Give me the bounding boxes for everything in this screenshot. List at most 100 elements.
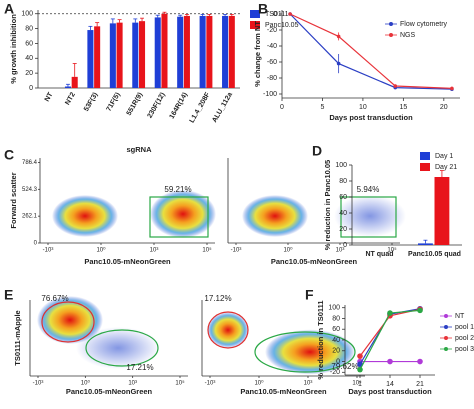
x-tick-label: 10⁰ (254, 380, 264, 387)
legend-label: Day 21 (435, 164, 457, 171)
x-tick-label: Panc10.05 quad (408, 251, 461, 258)
y-tick-label: 20 (25, 70, 33, 77)
bar (139, 21, 146, 89)
y-tick-label: 60 (332, 326, 340, 333)
x-tick-label: 10³ (128, 381, 137, 387)
y-tick-label: 786.4 (22, 160, 38, 166)
x-tick-label: 10⁵ (387, 247, 397, 254)
point (417, 358, 423, 365)
x-tick-label: -10³ (205, 381, 216, 387)
y-tick-label: 100 (328, 305, 340, 312)
y-axis-label: % reduction in TS0111 (316, 300, 325, 379)
gate-label: 17.21% (126, 363, 153, 372)
y-tick-label: 40 (339, 210, 347, 217)
panel-letter: F (305, 287, 314, 303)
y-tick-label: 80 (339, 178, 347, 185)
x-tick-label: L1.4_208F (189, 91, 212, 124)
density-cloud (76, 327, 160, 369)
y-axis-label: Forward scatter (9, 172, 18, 228)
legend-label: pool 2 (455, 335, 474, 342)
x-tick-label: 10⁵ (352, 380, 362, 387)
x-tick-label: 5 (321, 104, 325, 111)
x-tick-label: -10³ (43, 248, 54, 254)
x-tick-label: 10³ (336, 248, 345, 254)
bar (183, 15, 190, 89)
y-tick-label: 20 (332, 348, 340, 355)
x-tick-label: -10³ (33, 381, 44, 387)
y-tick-label: -20 (330, 369, 340, 376)
bar (222, 15, 229, 89)
x-axis-label: Panc10.05-mNeonGreen (84, 257, 171, 266)
bar (64, 86, 71, 88)
legend-swatch (420, 163, 430, 171)
point (393, 84, 398, 88)
point (288, 12, 292, 16)
legend-marker (444, 314, 448, 318)
legend-label: pool 3 (455, 346, 474, 353)
y-tick-label: 100 (21, 11, 33, 18)
x-tick-label: 1 (358, 381, 362, 388)
legend-label: TS0111 (265, 11, 289, 18)
x-tick-label: NT (44, 91, 55, 103)
legend-marker (444, 347, 448, 351)
bar (87, 30, 94, 88)
panel-letter: B (258, 1, 268, 17)
y-axis-label: TS0111-mApple (13, 310, 22, 365)
gate (41, 301, 95, 343)
point (417, 307, 423, 314)
x-tick-label: 164R(14) (169, 91, 190, 120)
x-tick-label: 10³ (304, 381, 313, 387)
y-tick-label: 60 (339, 194, 347, 201)
x-tick-label: 10³ (150, 248, 159, 254)
point (357, 361, 363, 368)
bar (434, 177, 450, 245)
panel-letter: D (312, 143, 322, 159)
gate-label: 76.67% (41, 294, 68, 303)
y-tick-label: 80 (25, 25, 33, 32)
bar (161, 13, 168, 88)
x-axis-label: Days post transduction (329, 113, 413, 122)
density-cloud (242, 195, 308, 237)
point (336, 34, 341, 39)
y-axis-label: % reduction in Panc10.05 (323, 160, 332, 250)
y-tick-label: -80 (267, 75, 277, 82)
x-axis-label: Panc10.05-mNeonGreen (66, 387, 153, 396)
y-tick-label: 100 (335, 162, 347, 169)
y-tick-label: 40 (332, 337, 340, 344)
x-axis-label: sgRNA (126, 145, 152, 154)
legend-marker (389, 22, 393, 26)
x-tick-label: ALU_112a (211, 91, 234, 124)
legend-label: pool 1 (455, 324, 474, 331)
point (357, 353, 363, 359)
x-tick-label: 15 (399, 104, 407, 111)
legend-swatch (250, 10, 260, 18)
x-tick-label: 0 (280, 104, 284, 111)
panel-letter: E (4, 287, 13, 303)
x-tick-label: 10 (359, 104, 367, 111)
legend-marker (444, 336, 448, 340)
legend-label: NT (455, 313, 465, 320)
bar (206, 15, 213, 89)
density-cloud (207, 312, 249, 348)
y-tick-label: 262.1 (22, 214, 38, 220)
y-tick-label: 80 (332, 315, 340, 322)
series-line (289, 13, 452, 89)
bar (177, 16, 184, 88)
x-axis-label: Panc10.05-mNeonGreen (240, 387, 327, 396)
x-tick-label: 71F(5) (106, 91, 122, 112)
legend-label: Day 1 (435, 153, 453, 160)
x-tick-label: 10⁵ (175, 380, 185, 387)
gate-label: 5.94% (357, 185, 380, 194)
legend-label: Flow cytometry (400, 21, 448, 28)
bar (116, 22, 123, 88)
x-tick-label: NT2 (64, 91, 77, 106)
legend-swatch (420, 152, 430, 160)
point (357, 366, 363, 373)
y-tick-label: 0 (29, 85, 33, 92)
bar (71, 76, 78, 88)
bar (418, 243, 433, 245)
gate-label: 59.21% (164, 185, 191, 194)
x-tick-label: 53F(3) (83, 91, 99, 112)
gate (254, 331, 356, 373)
